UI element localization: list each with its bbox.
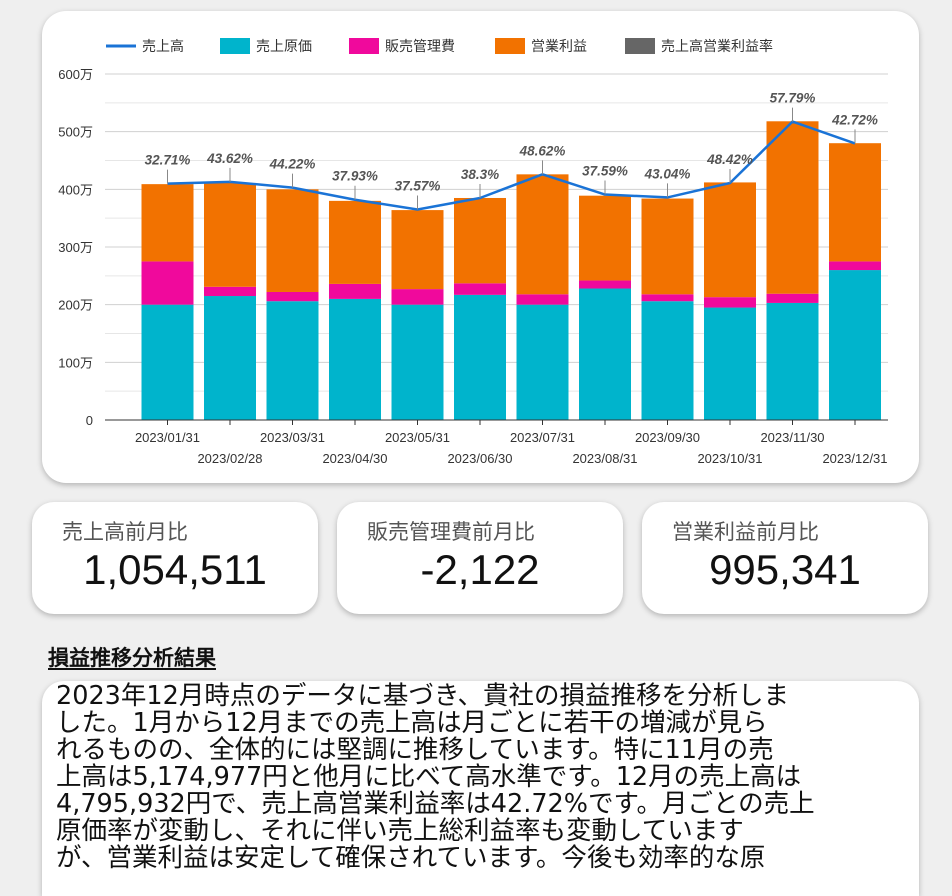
legend-label: 販売管理費 [385,39,455,55]
y-tick-label: 100万 [58,355,93,370]
legend-label: 売上高営業利益率 [661,38,773,55]
kpi-label: 営業利益前月比 [672,520,819,544]
bar-segment [704,297,756,308]
bar-segment [204,286,256,297]
analysis-title: 損益推移分析結果 [48,646,216,670]
bar-segment [391,210,444,290]
x-tick-label: 2023/04/30 [322,451,387,466]
bar-segment [579,195,631,281]
y-tick-label: 500万 [58,125,93,140]
kpi-card-sales-mom: 売上高前月比 1,054,511 [32,502,318,614]
legend-swatch [349,38,379,54]
x-tick-label: 2023/11/30 [760,430,824,445]
analysis-card: 2023年12月時点のデータに基づき、貴社の損益推移を分析しま した。1月から1… [42,681,919,896]
analysis-line: 原価率が変動し、それに伴い売上総利益率も変動しています [56,816,744,846]
bar-segment [141,304,194,420]
kpi-value: -2,122 [420,546,540,593]
legend-swatch [495,38,525,54]
ratio-label: 32.71% [145,153,191,168]
revenue-profit-chart: 0 100万 200万 300万 400万 500万 600万 2023/01/31 2023/… [58,38,888,466]
kpi-label: 販売管理費前月比 [367,520,535,544]
ratio-label: 37.93% [332,169,378,184]
bar-segment [454,283,506,295]
kpi-label: 売上高前月比 [62,520,188,544]
bar-segment [829,270,881,420]
bar-segment [329,283,381,299]
bar-segment [329,200,381,284]
legend-swatch [625,38,655,54]
ratio-label: 38.3% [461,167,499,182]
bar-segment [204,182,256,287]
sales-line [167,120,856,211]
analysis-line: した。1月から12月までの売上高は月ごとに若干の増減が見ら [56,708,768,738]
x-tick-label: 2023/09/30 [635,430,700,445]
ratio-label: 57.79% [770,91,816,106]
bar-segment [516,294,569,305]
bar-segment [204,296,256,420]
analysis-line: 上高は5,174,977円と他月に比べて高水準です。12月の売上高は [56,762,802,792]
bar-segment [391,304,444,420]
bar-segment [704,307,756,420]
legend-label: 売上高 [142,38,184,55]
ratio-label: 48.62% [519,143,566,158]
x-tick-label: 2023/02/28 [197,451,262,466]
analysis-text: 2023年12月時点のデータに基づき、貴社の損益推移を分析しま した。1月から1… [56,683,918,872]
ratio-label: 37.59% [582,164,628,179]
y-tick-label: 300万 [58,240,93,255]
bar-segment [829,143,881,262]
bar-segment [766,302,819,420]
x-tick-label: 2023/08/31 [572,451,637,466]
bar-segment [641,301,694,420]
bar-segment [454,294,506,420]
x-tick-label: 2023/03/31 [260,430,325,445]
bar-segment [766,293,819,303]
y-tick-label: 200万 [58,298,93,313]
bar-segment [266,291,319,302]
analysis-line: れるものの、全体的には堅調に推移しています。特に11月の売 [56,735,774,765]
kpi-value: 995,341 [709,546,861,593]
bar-segment [141,261,194,305]
y-tick-label: 0 [86,413,93,428]
bar-segment [391,289,444,305]
bar-segment [329,298,381,420]
ratio-label: 37.57% [395,179,441,194]
bar-segment [516,304,569,420]
x-tick-label: 2023/05/31 [385,430,450,445]
legend-swatch [220,38,250,54]
bar-segment [766,121,819,294]
bar-segment [829,261,881,271]
kpi-card-operating-profit-mom: 営業利益前月比 995,341 [642,502,928,614]
analysis-line: 4,795,932円で、売上高営業利益率は42.72%です。月ごとの売上 [56,789,815,819]
chart-card: 0 100万 200万 300万 400万 500万 600万 2023/01/31 2023/… [42,11,919,483]
x-tick-label: 2023/12/31 [822,451,887,466]
legend-label: 売上原価 [256,39,312,55]
y-tick-label: 600万 [58,67,93,82]
x-tick-label: 2023/10/31 [697,451,762,466]
bar-segment [641,198,694,295]
y-tick-label: 400万 [58,182,93,197]
bar-segment [579,288,631,420]
bar-segment [454,197,506,284]
bar-segment [641,294,694,302]
bar-segment [516,174,569,295]
x-tick-label: 2023/07/31 [510,430,575,445]
x-tick-label: 2023/01/31 [135,430,200,445]
kpi-value: 1,054,511 [83,546,267,593]
ratio-label: 44.22% [269,157,316,172]
bar-segment [579,280,631,289]
bar-segment [704,182,756,298]
ratio-label: 48.42% [706,152,753,167]
legend-label: 営業利益 [531,39,587,55]
kpi-card-sga-mom: 販売管理費前月比 -2,122 [337,502,623,614]
bar-segment [141,184,194,262]
ratio-label: 43.04% [644,166,691,181]
analysis-line: が、営業利益は安定して確保されています。今後も効率的な原 [56,843,766,873]
x-tick-label: 2023/06/30 [447,451,512,466]
analysis-line: 2023年12月時点のデータに基づき、貴社の損益推移を分析しま [56,681,790,711]
ratio-label: 42.72% [831,112,878,127]
bar-segment [266,301,319,420]
ratio-label: 43.62% [206,151,253,166]
bar-segment [266,189,319,292]
